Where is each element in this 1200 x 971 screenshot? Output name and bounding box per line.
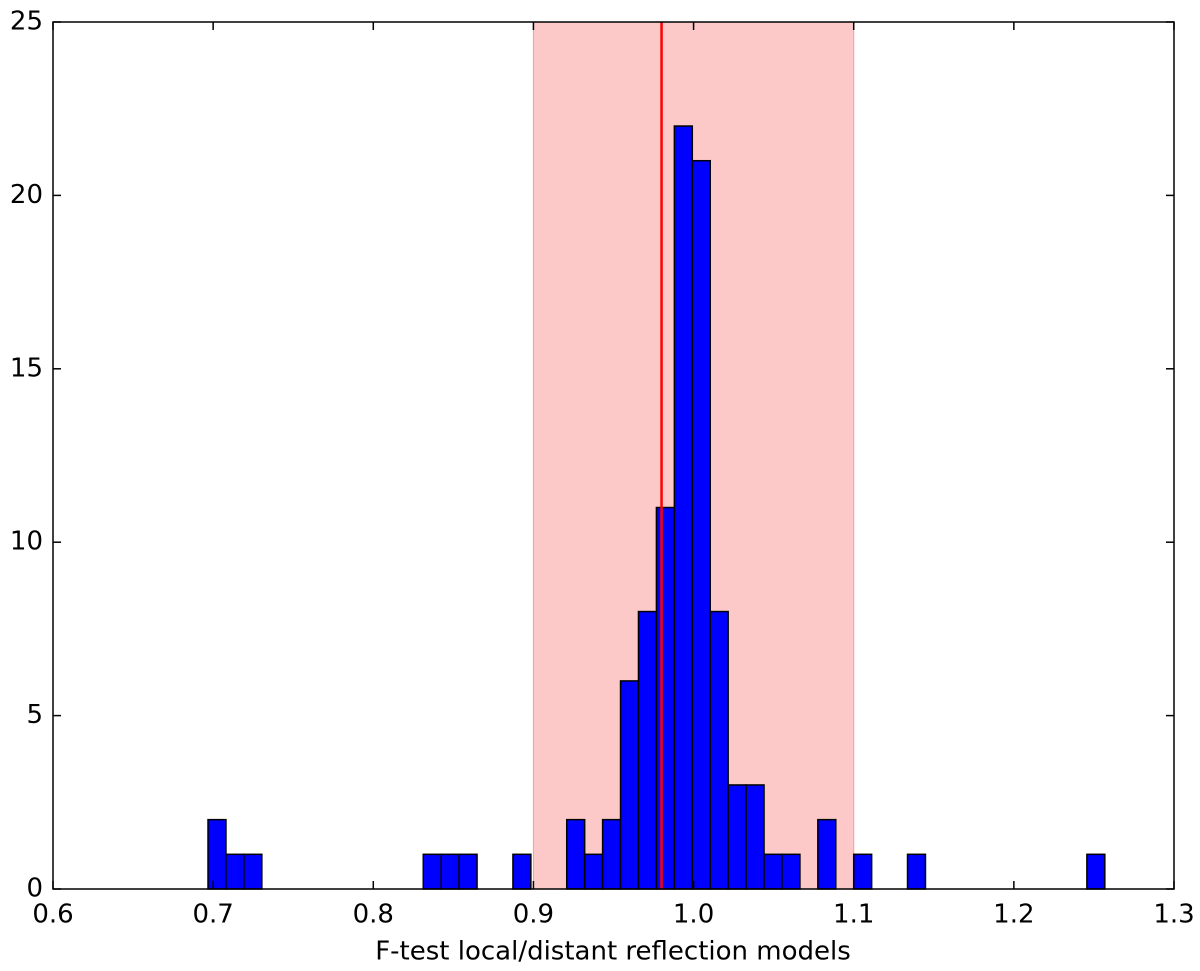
- x-tick-label: 0.7: [192, 900, 233, 930]
- bar: [440, 853, 460, 890]
- x-tick-label: 1.1: [833, 900, 874, 930]
- bar: [817, 818, 837, 890]
- y-tick-label: 10: [10, 527, 43, 557]
- bar: [673, 125, 694, 890]
- bar: [727, 784, 747, 890]
- bar: [583, 853, 604, 890]
- x-tick-label: 1.0: [673, 900, 714, 930]
- bar: [781, 853, 801, 890]
- bar: [655, 506, 676, 890]
- plot-frame: [52, 21, 1175, 890]
- x-axis-label: F-test local/distant reflection models: [375, 937, 851, 967]
- x-tick-label: 0.8: [353, 900, 394, 930]
- bar: [225, 853, 245, 890]
- bar: [691, 159, 711, 890]
- bar: [1086, 853, 1106, 890]
- bar: [601, 818, 622, 890]
- bar: [512, 853, 532, 890]
- y-tick-label: 0: [26, 874, 43, 904]
- bar: [422, 853, 442, 890]
- bar: [619, 680, 640, 890]
- bar: [852, 853, 873, 890]
- bar: [458, 853, 478, 890]
- bar: [637, 610, 658, 890]
- y-tick-label: 15: [10, 353, 43, 383]
- x-tick-label: 0.9: [513, 900, 554, 930]
- bar: [906, 853, 927, 890]
- bar: [243, 853, 263, 890]
- bar: [207, 818, 227, 890]
- bar: [745, 784, 765, 890]
- x-tick-label: 1.2: [993, 900, 1034, 930]
- y-tick-label: 25: [10, 7, 43, 37]
- y-tick-label: 20: [10, 180, 43, 210]
- bar: [565, 818, 586, 890]
- bar: [709, 610, 729, 890]
- bar: [763, 853, 783, 890]
- y-tick-label: 5: [26, 700, 43, 730]
- x-tick-label: 0.6: [32, 900, 73, 930]
- x-tick-label: 1.3: [1153, 900, 1194, 930]
